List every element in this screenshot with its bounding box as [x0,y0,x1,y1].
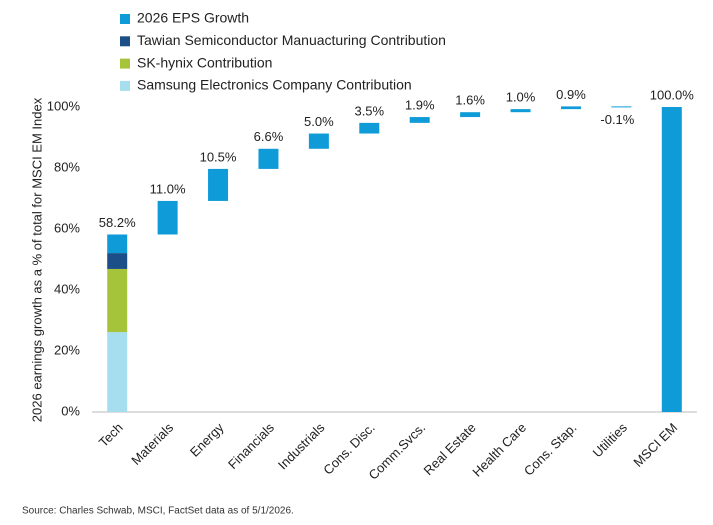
x-tick-label: Financials [225,420,277,472]
legend-swatch [120,58,130,69]
bar-segment [107,253,128,269]
x-tick-label: Energy [187,420,227,460]
value-label: 100.0% [650,87,695,102]
bar [157,200,178,235]
bar [510,109,531,113]
value-label: 3.5% [354,103,384,118]
bar [611,106,632,108]
source: Source: Charles Schwab, MSCI, FactSet da… [22,506,294,517]
legend: 2026 EPS Growth Tawian Semiconductor Manu… [120,10,446,93]
x-tick-label: Utilities [590,420,631,461]
legend-swatch [120,80,130,91]
y-tick-label: 80% [54,159,80,174]
x-tick-label: Tech [96,420,126,450]
x-tick-label: Cons. Stap. [521,420,580,479]
value-label: 10.5% [200,149,237,164]
value-label: 1.6% [455,93,485,108]
value-label: 1.9% [405,98,435,113]
bar [560,106,581,110]
legend-label: Tawian Semiconductor Manuacturing Contri… [137,32,446,48]
bar [308,133,329,149]
bar [661,107,682,412]
x-tick-label: Industrials [275,420,328,473]
bar [258,148,279,169]
bar-segment [107,332,128,412]
value-label: -0.1% [600,112,634,127]
x-tick-label: Health Care [469,420,529,480]
x-tick-label: MSCI EM [630,420,680,470]
value-label: 0.9% [556,87,586,102]
legend-label: Samsung Electronics Company Contribution [137,77,412,93]
bar-segment [107,268,128,333]
x-tick-label: Materials [128,420,176,468]
legend-swatch [120,14,130,24]
value-label: 6.6% [254,129,284,144]
value-label: 1.0% [506,90,536,105]
legend-label: 2026 EPS Growth [137,10,249,26]
bar [460,112,481,118]
y-tick-label: 20% [54,342,80,357]
value-label: 11.0% [150,181,186,196]
bar [107,234,128,254]
bar [208,168,229,201]
y-tick-label: 40% [54,281,80,296]
y-tick-label: 60% [54,220,80,235]
value-label: 58.2% [99,215,136,230]
y-tick-label: 0% [61,403,80,418]
bar [359,122,380,134]
y-tick-label: 100% [47,98,81,113]
legend-label: SK-hynix Contribution [137,54,272,70]
bar [409,117,430,123]
legend-swatch [120,36,130,47]
y-axis-label: 2026 earnings growth as a % of total for… [29,97,44,422]
value-label: 5.0% [304,114,334,129]
